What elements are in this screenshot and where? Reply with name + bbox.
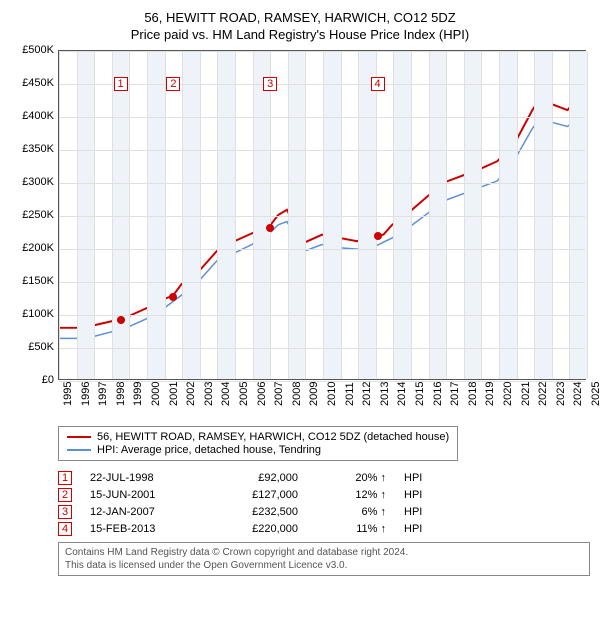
- y-axis-label: £200K: [10, 242, 54, 254]
- y-axis-label: £100K: [10, 308, 54, 320]
- transaction-delta: 6% ↑: [316, 506, 386, 518]
- transaction-row: 2 15-JUN-2001 £127,000 12% ↑ HPI: [58, 488, 590, 502]
- transaction-price: £232,500: [218, 506, 298, 518]
- transaction-marker: 1: [58, 471, 72, 485]
- chart-marker-box: 4: [371, 77, 385, 91]
- transaction-table: 1 22-JUL-1998 £92,000 20% ↑ HPI 2 15-JUN…: [58, 471, 590, 536]
- chart-marker-box: 1: [114, 77, 128, 91]
- chart-plot: 1 2 3 4 £0 £50K £100K £150K £200K £250K £300K £350…: [10, 50, 590, 420]
- transaction-date: 15-FEB-2013: [90, 523, 200, 535]
- transaction-suffix: HPI: [404, 489, 422, 501]
- legend-row: 56, HEWITT ROAD, RAMSEY, HARWICH, CO12 5…: [67, 431, 449, 443]
- y-axis-label: £350K: [10, 143, 54, 155]
- y-axis-label: £300K: [10, 176, 54, 188]
- y-axis-label: £150K: [10, 275, 54, 287]
- x-axis-label: 2025: [590, 382, 600, 406]
- transaction-date: 15-JUN-2001: [90, 489, 200, 501]
- chart-marker-dot: [266, 224, 274, 232]
- transaction-date: 22-JUL-1998: [90, 472, 200, 484]
- chart-legend: 56, HEWITT ROAD, RAMSEY, HARWICH, CO12 5…: [58, 426, 458, 461]
- transaction-price: £92,000: [218, 472, 298, 484]
- transaction-row: 1 22-JUL-1998 £92,000 20% ↑ HPI: [58, 471, 590, 485]
- y-axis-label: £0: [10, 374, 54, 386]
- transaction-date: 12-JAN-2007: [90, 506, 200, 518]
- chart-marker-dot: [374, 232, 382, 240]
- transaction-delta: 12% ↑: [316, 489, 386, 501]
- transaction-row: 3 12-JAN-2007 £232,500 6% ↑ HPI: [58, 505, 590, 519]
- plot-area: 1 2 3 4: [58, 50, 586, 380]
- y-axis-label: £50K: [10, 341, 54, 353]
- y-axis-label: £450K: [10, 77, 54, 89]
- chart-marker-dot: [169, 293, 177, 301]
- transaction-delta: 11% ↑: [316, 523, 386, 535]
- attribution-line: This data is licensed under the Open Gov…: [65, 559, 583, 572]
- chart-subtitle: Price paid vs. HM Land Registry's House …: [10, 27, 590, 42]
- transaction-suffix: HPI: [404, 472, 422, 484]
- chart-marker-box: 2: [166, 77, 180, 91]
- transaction-suffix: HPI: [404, 506, 422, 518]
- y-axis-label: £500K: [10, 44, 54, 56]
- transaction-suffix: HPI: [404, 523, 422, 535]
- y-axis-label: £250K: [10, 209, 54, 221]
- legend-row: HPI: Average price, detached house, Tend…: [67, 444, 449, 456]
- transaction-row: 4 15-FEB-2013 £220,000 11% ↑ HPI: [58, 522, 590, 536]
- transaction-marker: 3: [58, 505, 72, 519]
- transaction-marker: 2: [58, 488, 72, 502]
- chart-marker-dot: [117, 316, 125, 324]
- legend-label: HPI: Average price, detached house, Tend…: [97, 444, 321, 456]
- attribution-box: Contains HM Land Registry data © Crown c…: [58, 542, 590, 576]
- transaction-marker: 4: [58, 522, 72, 536]
- y-axis-label: £400K: [10, 110, 54, 122]
- attribution-line: Contains HM Land Registry data © Crown c…: [65, 546, 583, 559]
- legend-swatch: [67, 436, 91, 438]
- legend-label: 56, HEWITT ROAD, RAMSEY, HARWICH, CO12 5…: [97, 431, 449, 443]
- transaction-price: £127,000: [218, 489, 298, 501]
- price-chart-container: 56, HEWITT ROAD, RAMSEY, HARWICH, CO12 5…: [10, 10, 590, 576]
- transaction-price: £220,000: [218, 523, 298, 535]
- chart-marker-box: 3: [263, 77, 277, 91]
- legend-swatch: [67, 449, 91, 451]
- transaction-delta: 20% ↑: [316, 472, 386, 484]
- chart-title-address: 56, HEWITT ROAD, RAMSEY, HARWICH, CO12 5…: [10, 10, 590, 25]
